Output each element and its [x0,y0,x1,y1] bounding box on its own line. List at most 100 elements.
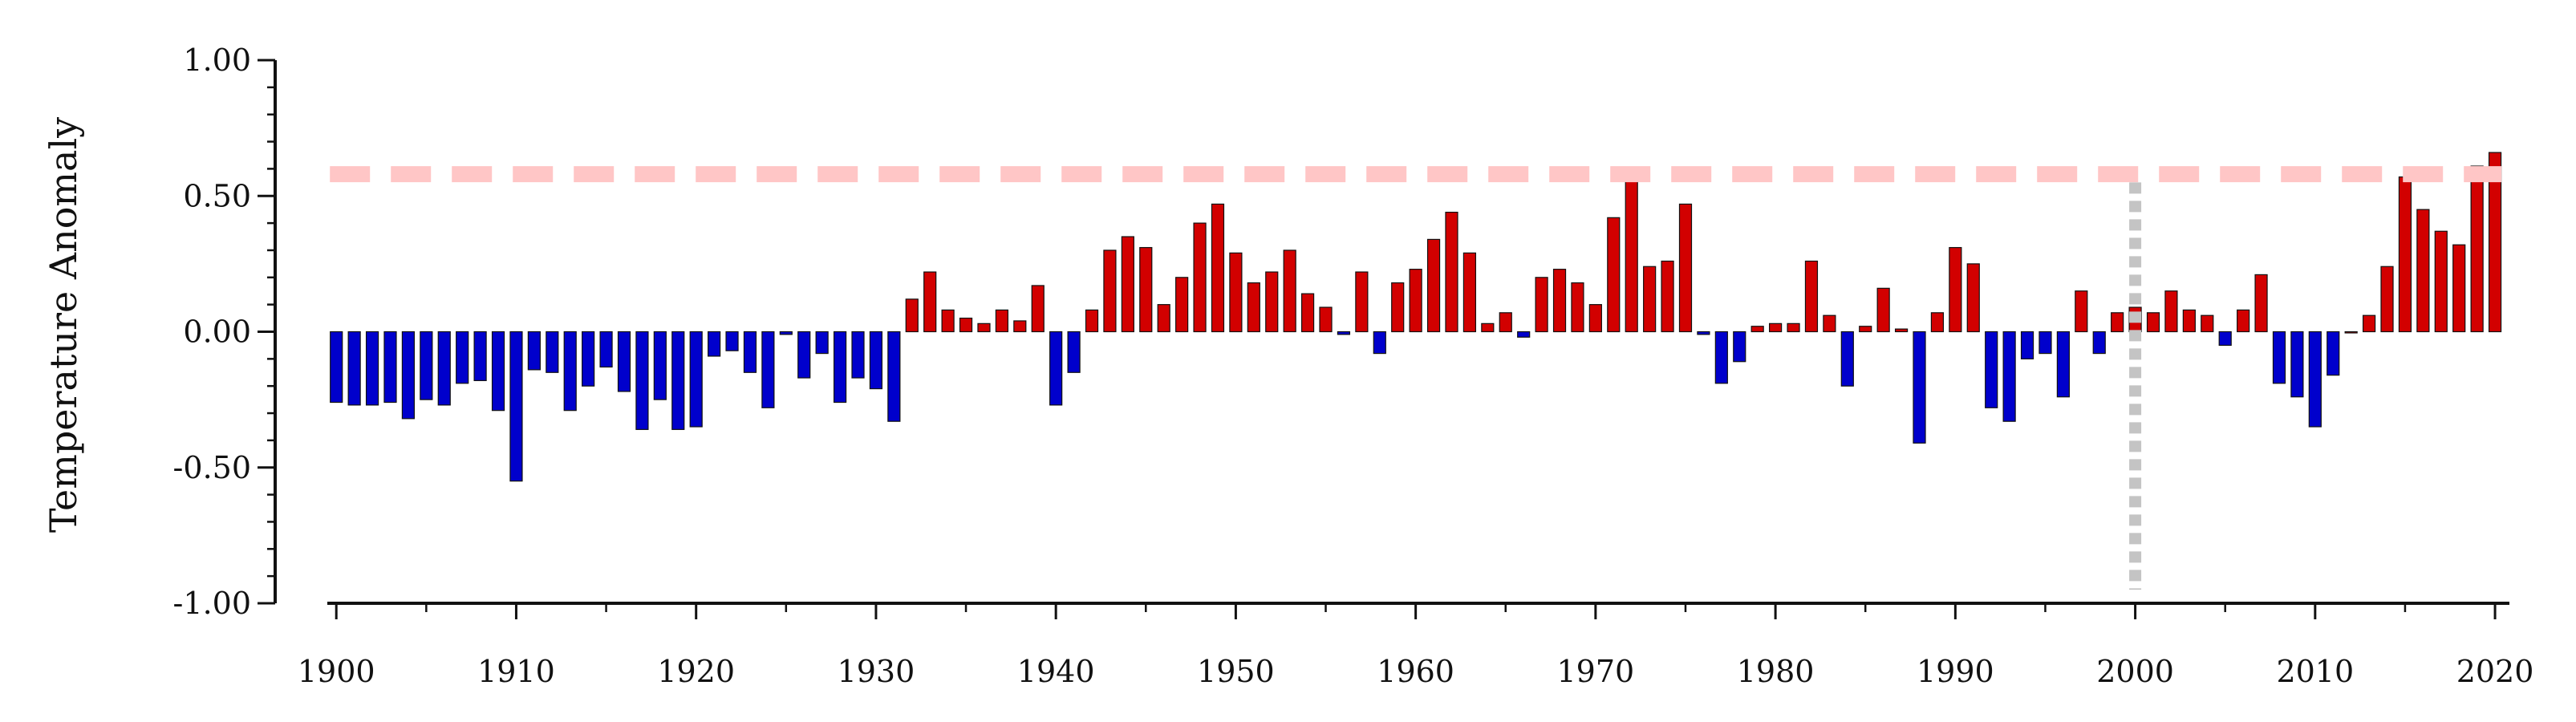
bar-1993 [2002,331,2016,422]
bar-1986 [1876,287,1890,333]
bar-1941 [1067,331,1081,373]
bar-1947 [1175,277,1189,333]
bar-1929 [851,331,865,379]
x-tick-label: 1930 [838,654,915,689]
bar-1925 [779,331,793,335]
bar-1962 [1445,211,1458,333]
bar-1909 [491,331,505,412]
bar-1918 [653,331,667,400]
x-tick-label: 1920 [657,654,735,689]
bar-1924 [761,331,775,408]
bar-1981 [1787,322,1800,333]
bar-1916 [617,331,631,392]
bar-2019 [2470,165,2484,333]
bar-2006 [2237,309,2250,333]
bar-1940 [1049,331,1063,406]
bar-1945 [1139,246,1153,333]
plot-area: 1.00 0.50 0.00 -0.50 -1.00 1900 1910 1920 1930 19… [173,43,2534,689]
y-tick-label: 0.50 [183,178,251,213]
bar-2010 [2308,331,2322,428]
bar-1938 [1013,320,1027,333]
bar-1917 [635,331,649,430]
bar-2003 [2182,309,2196,333]
x-tick-label: 1900 [298,654,375,689]
bar-1967 [1535,277,1548,333]
bar-1966 [1517,331,1531,338]
bar-1927 [815,331,829,355]
bar-1974 [1661,260,1674,333]
bar-1959 [1391,282,1405,333]
bar-1990 [1949,246,1962,333]
bar-1960 [1409,269,1422,333]
bar-1948 [1193,222,1207,333]
bar-1920 [689,331,703,428]
bar-1997 [2075,290,2088,333]
bar-2016 [2416,209,2430,333]
bar-1954 [1300,293,1315,333]
bar-1996 [2056,331,2070,398]
bar-1970 [1588,304,1602,333]
bar-1923 [743,331,757,373]
bar-2001 [2146,312,2160,333]
bar-1969 [1571,282,1584,333]
bar-1984 [1840,331,1854,387]
bar-1914 [582,331,595,387]
bar-1950 [1229,252,1243,333]
bar-1937 [995,309,1008,333]
bar-1958 [1373,331,1386,355]
bar-1926 [797,331,811,379]
bar-1953 [1283,249,1296,333]
bar-1931 [887,331,901,422]
bar-1965 [1499,312,1512,333]
bar-1995 [2038,331,2052,355]
bar-1964 [1481,322,1495,333]
bar-1977 [1714,331,1728,384]
bar-1952 [1265,271,1279,333]
bar-1900 [330,331,343,404]
bar-1915 [599,331,613,368]
bar-1955 [1319,306,1333,333]
bar-2012 [2344,331,2358,334]
bar-1973 [1643,266,1657,333]
x-tick-label: 2000 [2096,654,2174,689]
bar-1930 [869,331,883,390]
bar-1968 [1552,269,1567,333]
bar-2020 [2488,152,2502,333]
bar-1943 [1103,249,1117,333]
bar-2017 [2434,230,2448,333]
bar-2011 [2327,331,2340,376]
bar-1987 [1894,328,1909,333]
bar-1904 [401,331,416,420]
bar-2005 [2218,331,2232,347]
bar-2004 [2201,314,2214,333]
bar-1983 [1823,314,1836,333]
bar-2013 [2362,314,2376,333]
bar-1906 [437,331,451,406]
bar-1944 [1121,236,1134,333]
bar-1902 [365,331,379,406]
bar-1994 [2020,331,2034,359]
x-tick-label: 2010 [2276,654,2354,689]
x-tick-label: 1990 [1917,654,1994,689]
bar-1992 [1985,331,1998,408]
y-tick-label: -1.00 [173,586,251,621]
bar-1991 [1966,263,1980,333]
bar-1901 [347,331,361,406]
x-tick-label: 1910 [477,654,555,689]
bar-2009 [2290,331,2304,398]
bar-1933 [923,271,937,333]
x-tick-label: 2020 [2456,654,2534,689]
bar-1982 [1804,260,1819,333]
y-tick-label: -0.50 [173,450,251,485]
y-axis-title: Temperature Anomaly [42,117,85,533]
bar-1913 [563,331,577,412]
bar-1972 [1625,171,1638,333]
bar-1932 [905,298,919,333]
bar-1980 [1769,322,1783,333]
bar-1985 [1859,326,1872,333]
bar-1961 [1426,238,1441,333]
x-tick-label: 1960 [1377,654,1454,689]
bar-1963 [1462,252,1477,333]
bar-1976 [1697,331,1710,335]
